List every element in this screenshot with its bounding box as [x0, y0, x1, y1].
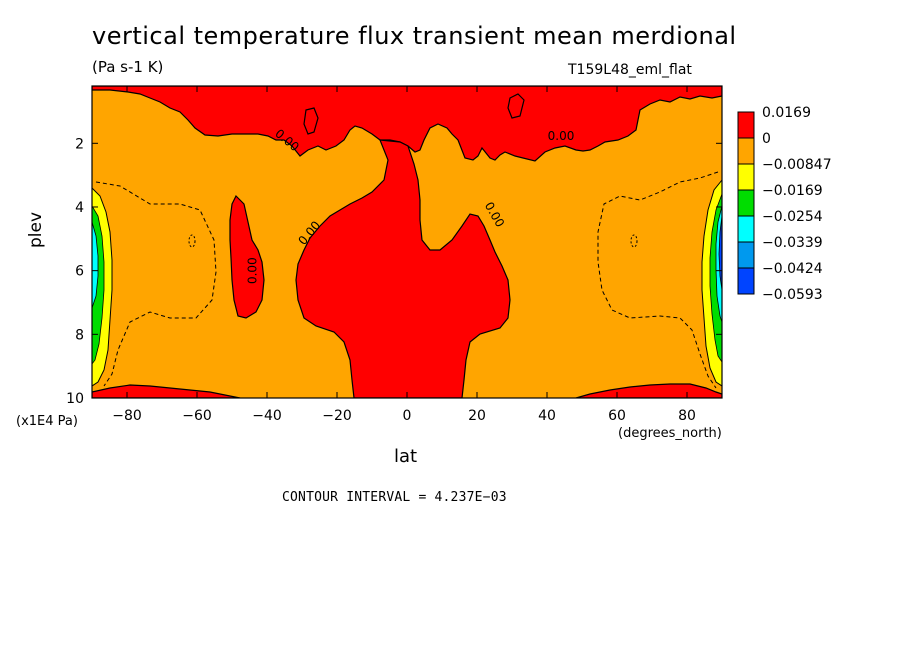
legend-label: −0.0169 — [762, 183, 823, 199]
y-axis: 2 4 6 8 10 — [66, 136, 722, 407]
x-tick-label: 0 — [403, 408, 412, 424]
legend-swatch — [737, 137, 755, 165]
legend-swatch — [737, 215, 755, 243]
chart-title: vertical temperature flux transient mean… — [92, 22, 737, 50]
dashed-contour-left — [95, 181, 217, 387]
x-tick-label: −60 — [182, 408, 212, 424]
y-tick-label: 8 — [75, 327, 84, 343]
legend-swatch — [737, 267, 755, 295]
y-tick-label: 6 — [75, 264, 84, 280]
x-axis: −80 −60 −40 −20 0 20 40 60 80 — [112, 86, 696, 424]
region-right-blue — [718, 215, 722, 291]
contour-label: 0.00 — [246, 257, 260, 284]
chart-units: (Pa s-1 K) — [92, 58, 164, 76]
legend-label: −0.00847 — [762, 157, 832, 173]
region-central-red — [295, 139, 511, 398]
region-red-island-1 — [303, 107, 319, 135]
legend-label: −0.0593 — [762, 287, 823, 303]
region-left-red-blob — [229, 194, 265, 319]
y-axis-units: (x1E4 Pa) — [16, 414, 78, 429]
x-tick-label: −20 — [322, 408, 352, 424]
y-tick-label: 4 — [75, 200, 84, 216]
legend-swatch — [737, 241, 755, 269]
legend-swatch — [737, 163, 755, 191]
legend-label: −0.0254 — [762, 209, 823, 225]
dashed-oval-right — [630, 234, 638, 248]
model-label: T159L48_eml_flat — [568, 62, 692, 78]
region-bottom-red — [92, 384, 241, 398]
legend-swatch — [737, 111, 755, 139]
legend-label: −0.0424 — [762, 261, 823, 277]
x-tick-label: 40 — [538, 408, 556, 424]
dashed-contour-right — [597, 171, 719, 389]
legend-label: 0 — [762, 131, 771, 147]
plot-fill — [92, 86, 722, 398]
region-top-red — [92, 86, 722, 162]
x-tick-label: −40 — [252, 408, 282, 424]
contour-label: 0.00 — [548, 129, 575, 143]
x-tick-label: 60 — [608, 408, 626, 424]
x-tick-label: 80 — [678, 408, 696, 424]
region-red-island-2 — [507, 93, 525, 119]
y-tick-label: 10 — [66, 391, 84, 407]
legend-label: 0.0169 — [762, 105, 811, 121]
y-tick-label: 2 — [75, 136, 84, 152]
x-axis-label: lat — [394, 446, 418, 467]
contour-interval: CONTOUR INTERVAL = 4.237E−03 — [282, 490, 507, 505]
legend-label: −0.0339 — [762, 235, 823, 251]
dashed-oval-left — [188, 234, 196, 248]
region-bottom-red-right — [575, 383, 722, 398]
x-tick-label: 20 — [468, 408, 486, 424]
legend: 0.0169 0 −0.00847 −0.0169 −0.0254 −0.0339 −0.0… — [737, 105, 832, 303]
x-tick-label: −80 — [112, 408, 142, 424]
region-left-cyan — [92, 221, 99, 309]
legend-swatch — [737, 189, 755, 217]
x-axis-units: (degrees_north) — [618, 426, 722, 441]
